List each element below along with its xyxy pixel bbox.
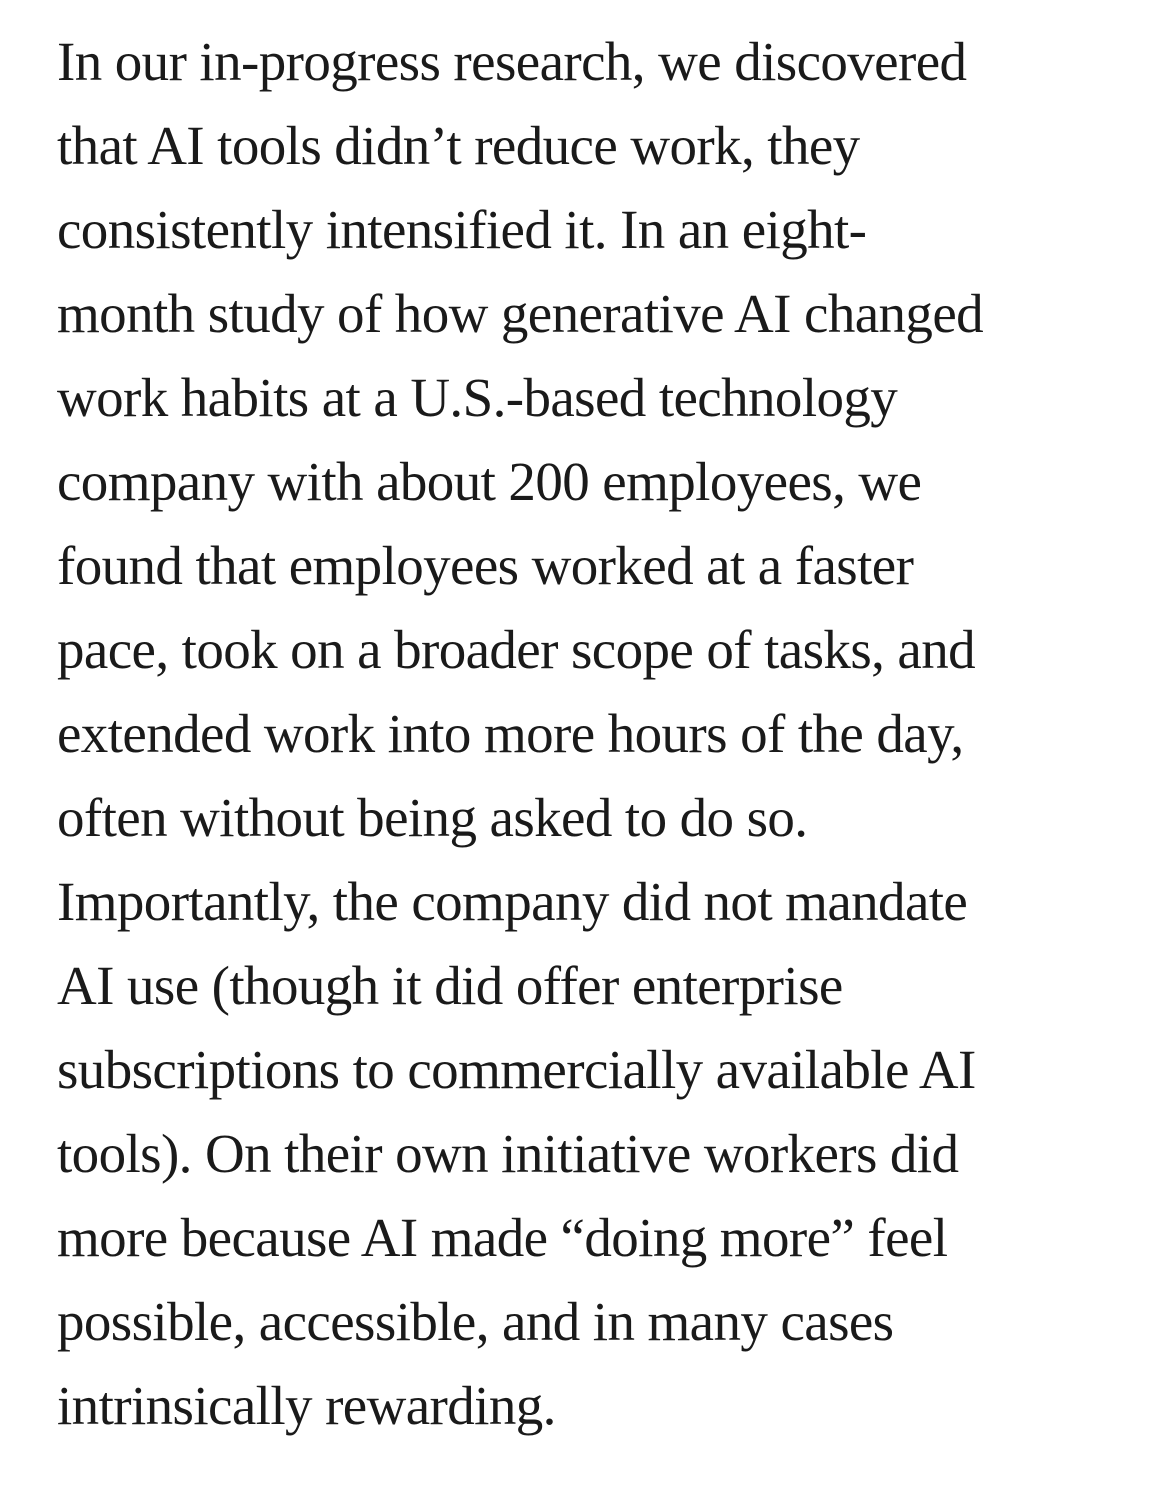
text-line: often without being asked to do so. bbox=[57, 787, 808, 848]
text-line: intrinsically rewarding. bbox=[57, 1375, 556, 1436]
text-line: possible, accessible, and in many cases bbox=[57, 1291, 894, 1352]
text-line: consistently intensified it. In an eight… bbox=[57, 199, 867, 260]
text-line: month study of how generative AI changed bbox=[57, 283, 984, 344]
text-line: tools). On their own initiative workers … bbox=[57, 1123, 959, 1184]
text-line: work habits at a U.S.-based technology bbox=[57, 367, 898, 428]
text-line: In our in-progress research, we discover… bbox=[57, 31, 967, 92]
text-line: more because AI made “doing more” feel bbox=[57, 1207, 948, 1268]
text-line: found that employees worked at a faster bbox=[57, 535, 914, 596]
text-line: extended work into more hours of the day… bbox=[57, 703, 964, 764]
text-line: AI use (though it did offer enterprise bbox=[57, 955, 843, 1016]
text-line: subscriptions to commercially available … bbox=[57, 1039, 976, 1100]
text-line: Importantly, the company did not mandate bbox=[57, 871, 968, 932]
article-text-block: In our in-progress research, we discover… bbox=[57, 31, 984, 1436]
text-line: that AI tools didn’t reduce work, they bbox=[57, 115, 860, 176]
text-line: pace, took on a broader scope of tasks, … bbox=[57, 619, 976, 680]
text-line: company with about 200 employees, we bbox=[57, 451, 922, 512]
